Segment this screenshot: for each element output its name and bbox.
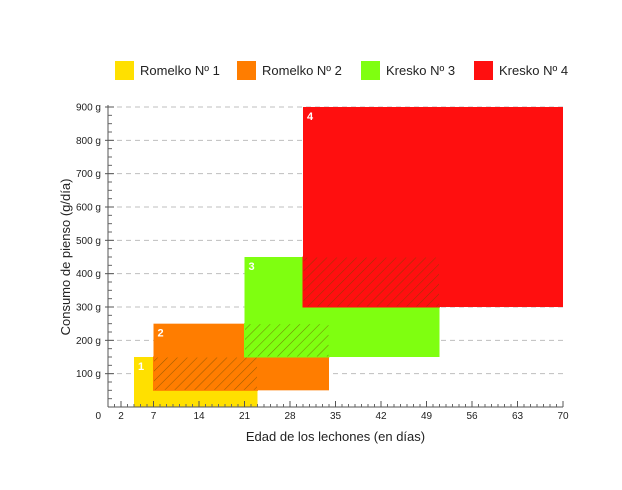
legend-label: Romelko Nº 1	[140, 63, 220, 78]
series-badges: 1 2 3 4	[138, 111, 314, 373]
overlap-hatch	[153, 356, 258, 391]
y-tick-label: 500 g	[76, 236, 101, 247]
x-tick-label: 70	[557, 411, 569, 422]
legend-swatch	[361, 61, 380, 80]
x-tick-label: 42	[375, 411, 387, 422]
legend-swatch	[474, 61, 493, 80]
legend-label: Kresko Nº 3	[386, 63, 455, 78]
x-tick-label: 35	[330, 411, 342, 422]
y-tick-label: 400 g	[76, 269, 101, 280]
y-tick-label: 800 g	[76, 136, 101, 147]
series-badge: 2	[158, 328, 164, 340]
legend-label: Kresko Nº 4	[499, 63, 568, 78]
x-tick-label: 2	[118, 411, 124, 422]
y-tick-label: 600 g	[76, 203, 101, 214]
x-tick-label: 28	[284, 411, 296, 422]
axes: 100 g 200 g 300 g 400 g 500 g 600 g 700 g 800 g…	[76, 103, 569, 423]
series-badge: 1	[138, 361, 144, 373]
overlap-hatch	[302, 256, 440, 308]
series-badge: 3	[249, 261, 255, 273]
legend-swatch	[115, 61, 134, 80]
overlap-regions	[153, 256, 440, 391]
x-tick-label: 14	[193, 411, 205, 422]
origin-label: 0	[95, 411, 101, 422]
y-tick-label: 900 g	[76, 103, 101, 114]
legend-swatch	[237, 61, 256, 80]
legend-label: Romelko Nº 2	[262, 63, 342, 78]
y-tick-label: 100 g	[76, 369, 101, 380]
y-tick-label: 300 g	[76, 303, 101, 314]
y-axis-title: Consumo de pienso (g/día)	[58, 179, 73, 336]
y-tick-label: 700 g	[76, 169, 101, 180]
y-tick-label: 200 g	[76, 336, 101, 347]
series-badge: 4	[307, 111, 314, 123]
x-tick-label: 56	[466, 411, 478, 422]
x-tick-label: 21	[239, 411, 251, 422]
x-axis-title: Edad de los lechones (en días)	[246, 429, 425, 444]
x-tick-label: 49	[421, 411, 433, 422]
overlap-hatch	[244, 323, 330, 358]
x-tick-label: 7	[151, 411, 157, 422]
x-tick-label: 63	[512, 411, 524, 422]
legend: Romelko Nº 1 Romelko Nº 2 Kresko Nº 3 Kresk…	[115, 61, 568, 80]
